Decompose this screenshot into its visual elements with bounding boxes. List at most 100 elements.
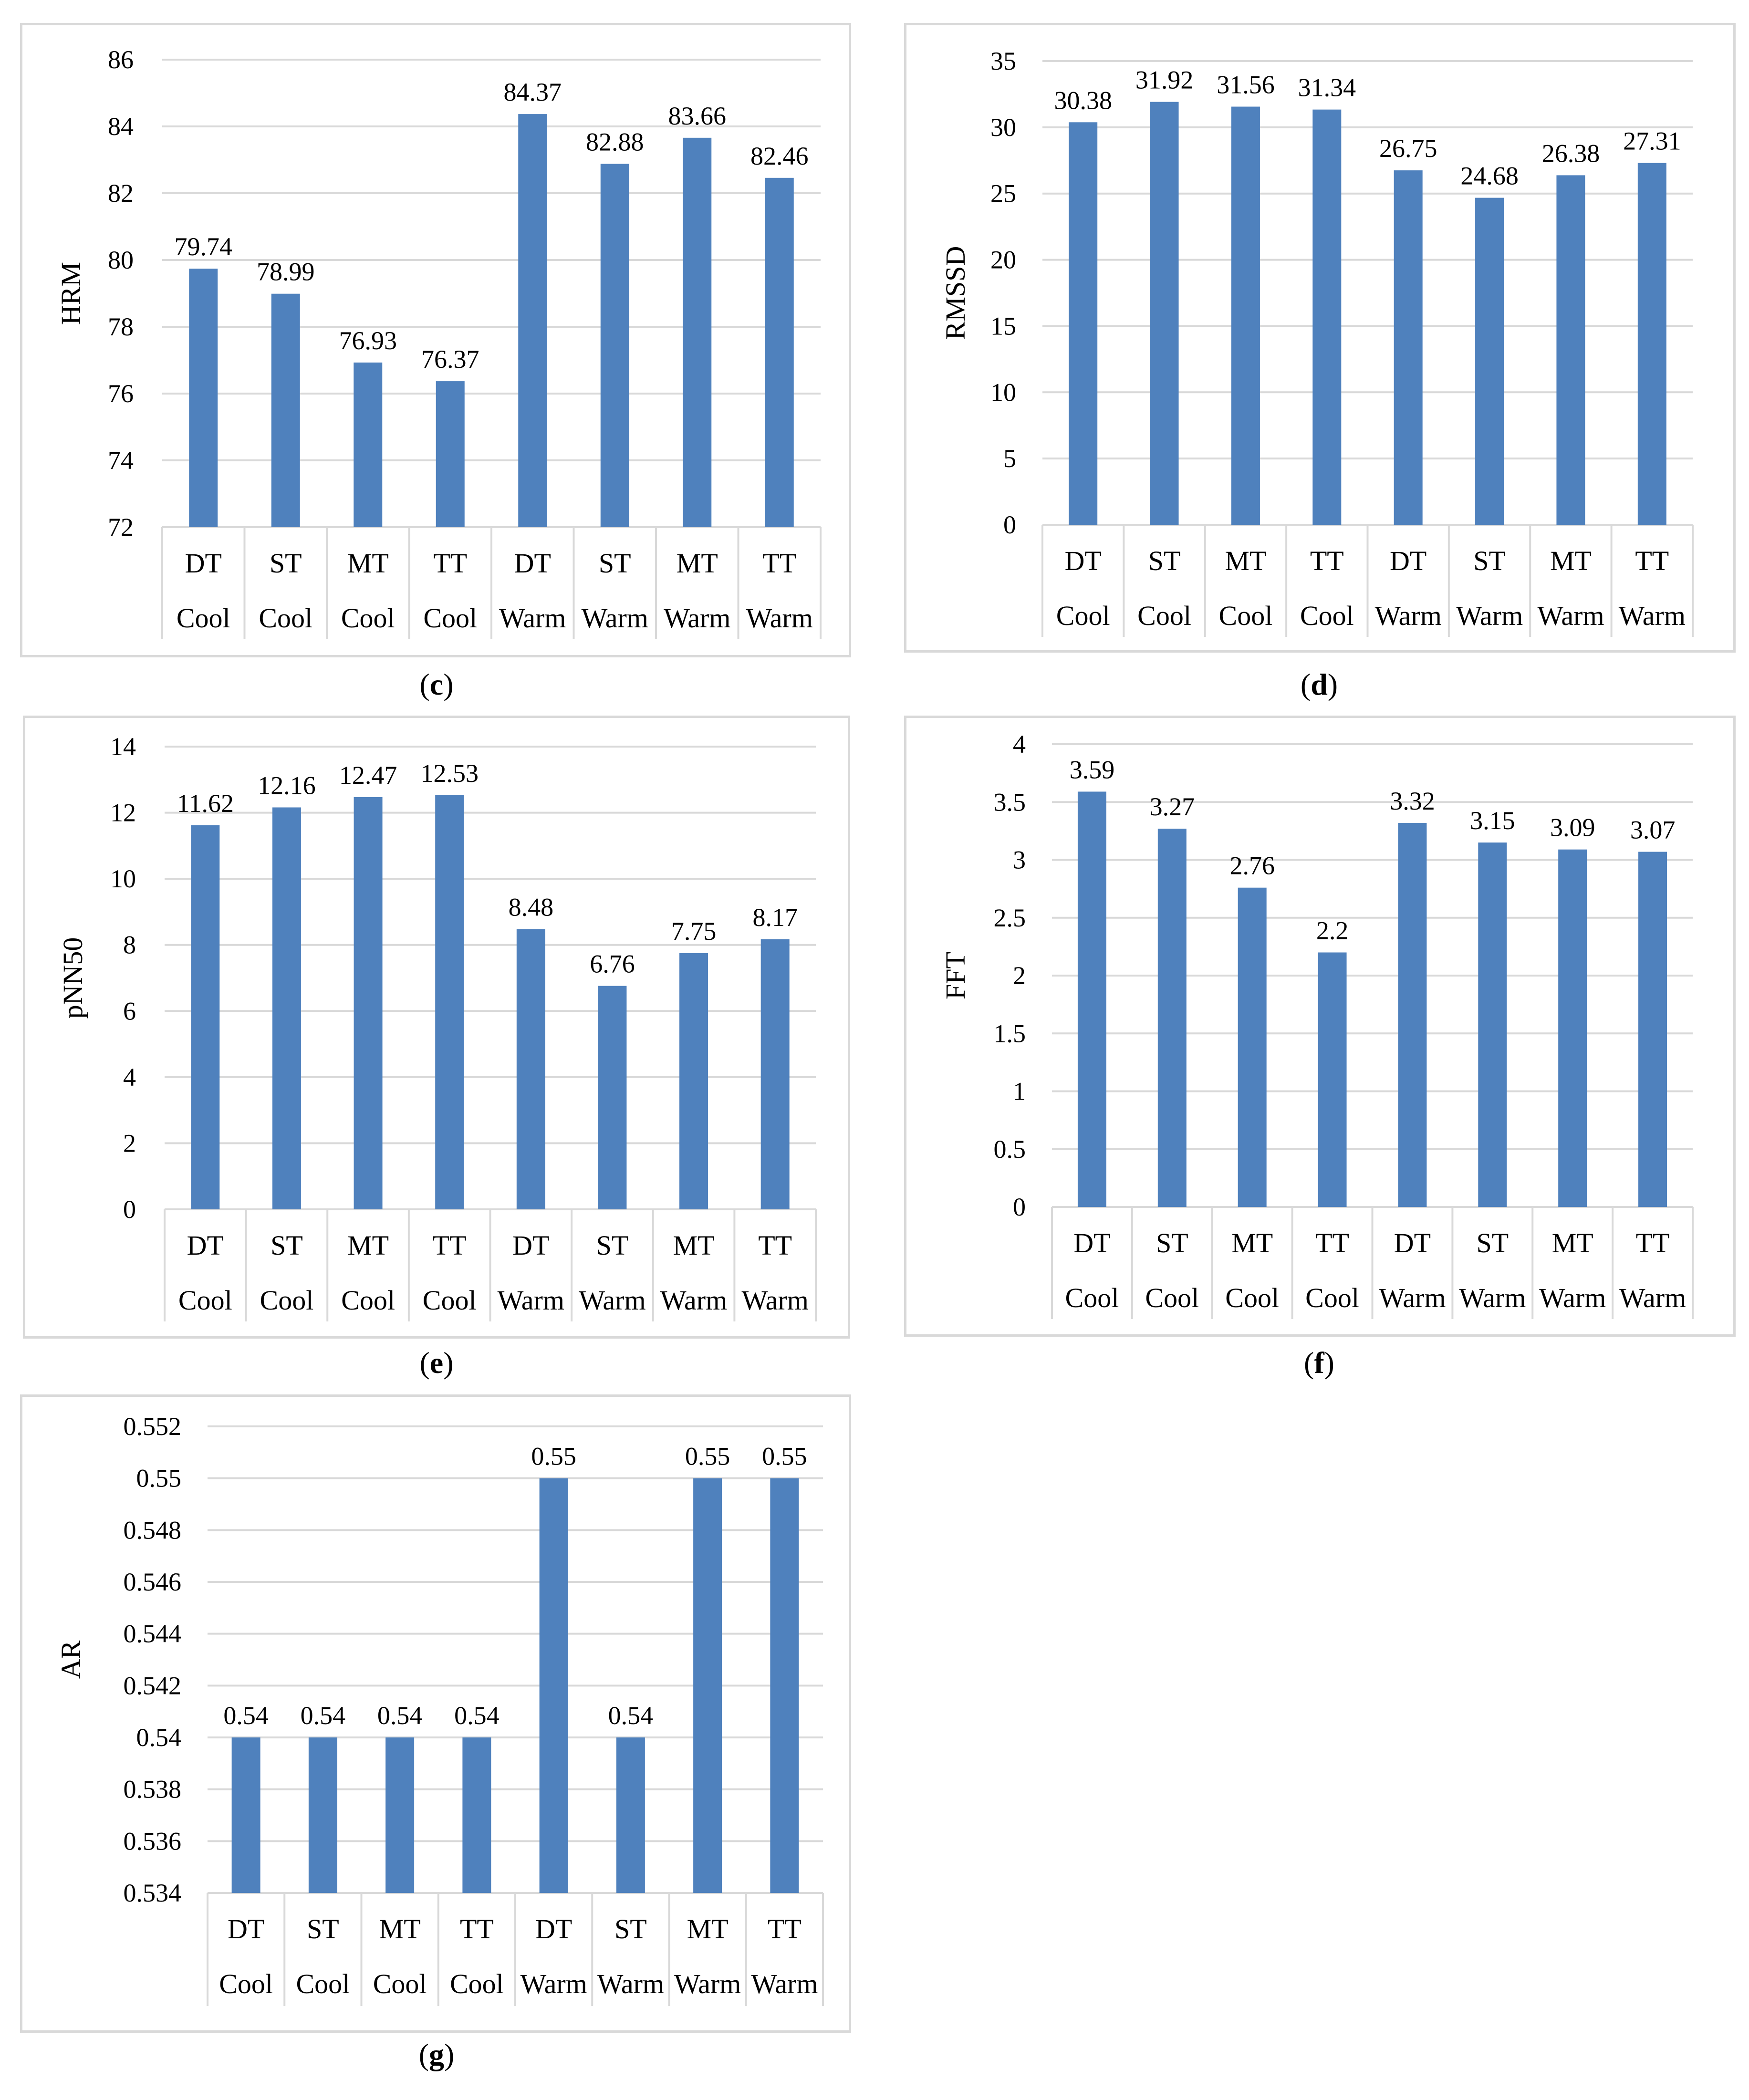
caption-f: (f) bbox=[1304, 1346, 1334, 1380]
category-label-e-6: MT bbox=[673, 1230, 715, 1261]
data-label-g-1: 0.54 bbox=[301, 1701, 346, 1730]
y-tick-label-d: 0 bbox=[1003, 510, 1016, 539]
data-label-g-6: 0.55 bbox=[685, 1442, 730, 1471]
y-tick-label-e: 14 bbox=[110, 732, 136, 761]
category-label-g-2: MT bbox=[379, 1913, 421, 1944]
bar-g-4 bbox=[539, 1478, 568, 1893]
group-label-f-2: Cool bbox=[1225, 1282, 1279, 1313]
category-label-c-6: MT bbox=[677, 548, 718, 579]
y-tick-label-f: 2.5 bbox=[994, 904, 1026, 932]
category-label-e-4: DT bbox=[512, 1230, 549, 1261]
group-label-f-5: Warm bbox=[1459, 1282, 1526, 1313]
y-tick-label-c: 78 bbox=[108, 312, 134, 341]
caption-g-letter: g bbox=[429, 2038, 444, 2071]
y-tick-label-g: 0.534 bbox=[124, 1879, 182, 1907]
y-tick-label-e: 10 bbox=[110, 864, 136, 893]
bar-d-3 bbox=[1312, 109, 1342, 525]
y-axis-title-d: RMSSD bbox=[940, 246, 971, 340]
category-label-d-0: DT bbox=[1065, 545, 1102, 576]
bar-d-0 bbox=[1069, 122, 1098, 525]
y-tick-label-c: 84 bbox=[108, 112, 134, 141]
y-tick-label-g: 0.552 bbox=[124, 1412, 182, 1441]
caption-c: (c) bbox=[419, 667, 454, 701]
category-label-g-6: MT bbox=[687, 1913, 729, 1944]
data-label-e-1: 12.16 bbox=[258, 771, 316, 800]
data-label-d-5: 24.68 bbox=[1460, 162, 1519, 190]
category-label-d-1: ST bbox=[1148, 545, 1181, 576]
chart-panel-c bbox=[20, 23, 851, 657]
y-tick-label-c: 82 bbox=[108, 179, 134, 208]
group-label-e-4: Warm bbox=[498, 1285, 564, 1316]
bar-c-1 bbox=[271, 293, 300, 527]
category-label-c-5: ST bbox=[599, 548, 631, 579]
category-label-d-5: ST bbox=[1473, 545, 1506, 576]
caption-e: (e) bbox=[419, 1346, 454, 1380]
data-label-g-2: 0.54 bbox=[377, 1701, 423, 1730]
bar-e-5 bbox=[598, 986, 627, 1209]
category-label-d-3: TT bbox=[1310, 545, 1344, 576]
data-label-c-2: 76.93 bbox=[339, 326, 397, 355]
bar-g-6 bbox=[693, 1478, 722, 1893]
group-label-e-3: Cool bbox=[423, 1285, 477, 1316]
bar-d-5 bbox=[1475, 198, 1504, 525]
bar-c-2 bbox=[354, 362, 383, 527]
y-tick-label-d: 35 bbox=[990, 47, 1016, 75]
bar-d-1 bbox=[1150, 102, 1179, 525]
group-label-g-4: Warm bbox=[520, 1968, 587, 1999]
data-label-e-5: 6.76 bbox=[590, 950, 635, 978]
bar-f-6 bbox=[1558, 849, 1587, 1207]
category-label-c-2: MT bbox=[347, 548, 389, 579]
y-tick-label-f: 3.5 bbox=[994, 788, 1026, 816]
group-label-g-0: Cool bbox=[219, 1968, 273, 1999]
bar-d-4 bbox=[1394, 170, 1423, 525]
y-tick-label-f: 1.5 bbox=[994, 1019, 1026, 1048]
category-label-g-4: DT bbox=[535, 1913, 572, 1944]
data-label-c-0: 79.74 bbox=[175, 232, 233, 261]
category-label-e-0: DT bbox=[187, 1230, 224, 1261]
category-label-c-3: TT bbox=[433, 548, 467, 579]
group-label-f-4: Warm bbox=[1379, 1282, 1446, 1313]
group-label-g-6: Warm bbox=[674, 1968, 741, 1999]
group-label-d-2: Cool bbox=[1219, 600, 1273, 631]
category-label-g-5: ST bbox=[614, 1913, 647, 1944]
data-label-c-5: 82.88 bbox=[586, 127, 644, 156]
y-tick-label-e: 12 bbox=[110, 799, 136, 827]
bar-d-7 bbox=[1637, 163, 1666, 525]
bar-f-5 bbox=[1478, 842, 1507, 1207]
bar-e-4 bbox=[516, 929, 545, 1209]
bar-c-0 bbox=[189, 269, 218, 527]
bar-f-3 bbox=[1318, 952, 1347, 1207]
data-label-g-0: 0.54 bbox=[223, 1701, 269, 1730]
data-label-d-0: 30.38 bbox=[1054, 86, 1112, 114]
y-tick-label-g: 0.544 bbox=[124, 1620, 182, 1648]
group-label-f-7: Warm bbox=[1619, 1282, 1686, 1313]
category-label-g-1: ST bbox=[307, 1913, 339, 1944]
data-label-c-3: 76.37 bbox=[421, 345, 479, 374]
bar-g-2 bbox=[385, 1737, 415, 1893]
category-label-e-1: ST bbox=[271, 1230, 303, 1261]
bar-f-7 bbox=[1638, 852, 1667, 1207]
group-label-d-3: Cool bbox=[1300, 600, 1354, 631]
caption-c-letter: c bbox=[429, 667, 444, 701]
category-label-d-7: TT bbox=[1635, 545, 1669, 576]
category-label-f-0: DT bbox=[1073, 1227, 1110, 1258]
y-tick-label-g: 0.542 bbox=[124, 1671, 182, 1700]
category-label-f-6: MT bbox=[1552, 1227, 1593, 1258]
bar-c-4 bbox=[518, 114, 547, 528]
category-label-e-7: TT bbox=[758, 1230, 792, 1261]
data-label-g-5: 0.54 bbox=[608, 1701, 654, 1730]
caption-d: (d) bbox=[1300, 667, 1338, 701]
bar-g-5 bbox=[616, 1737, 645, 1893]
category-label-e-3: TT bbox=[433, 1230, 467, 1261]
category-label-e-5: ST bbox=[596, 1230, 629, 1261]
y-tick-label-d: 10 bbox=[990, 378, 1016, 406]
data-label-e-6: 7.75 bbox=[671, 917, 717, 946]
caption-d-letter: d bbox=[1311, 667, 1328, 701]
category-label-c-7: TT bbox=[762, 548, 796, 579]
group-label-e-7: Warm bbox=[742, 1285, 809, 1316]
bar-f-0 bbox=[1077, 791, 1106, 1207]
data-label-d-1: 31.92 bbox=[1135, 66, 1194, 94]
group-label-c-5: Warm bbox=[582, 603, 648, 634]
bar-d-6 bbox=[1556, 175, 1585, 525]
bar-g-1 bbox=[308, 1737, 337, 1893]
